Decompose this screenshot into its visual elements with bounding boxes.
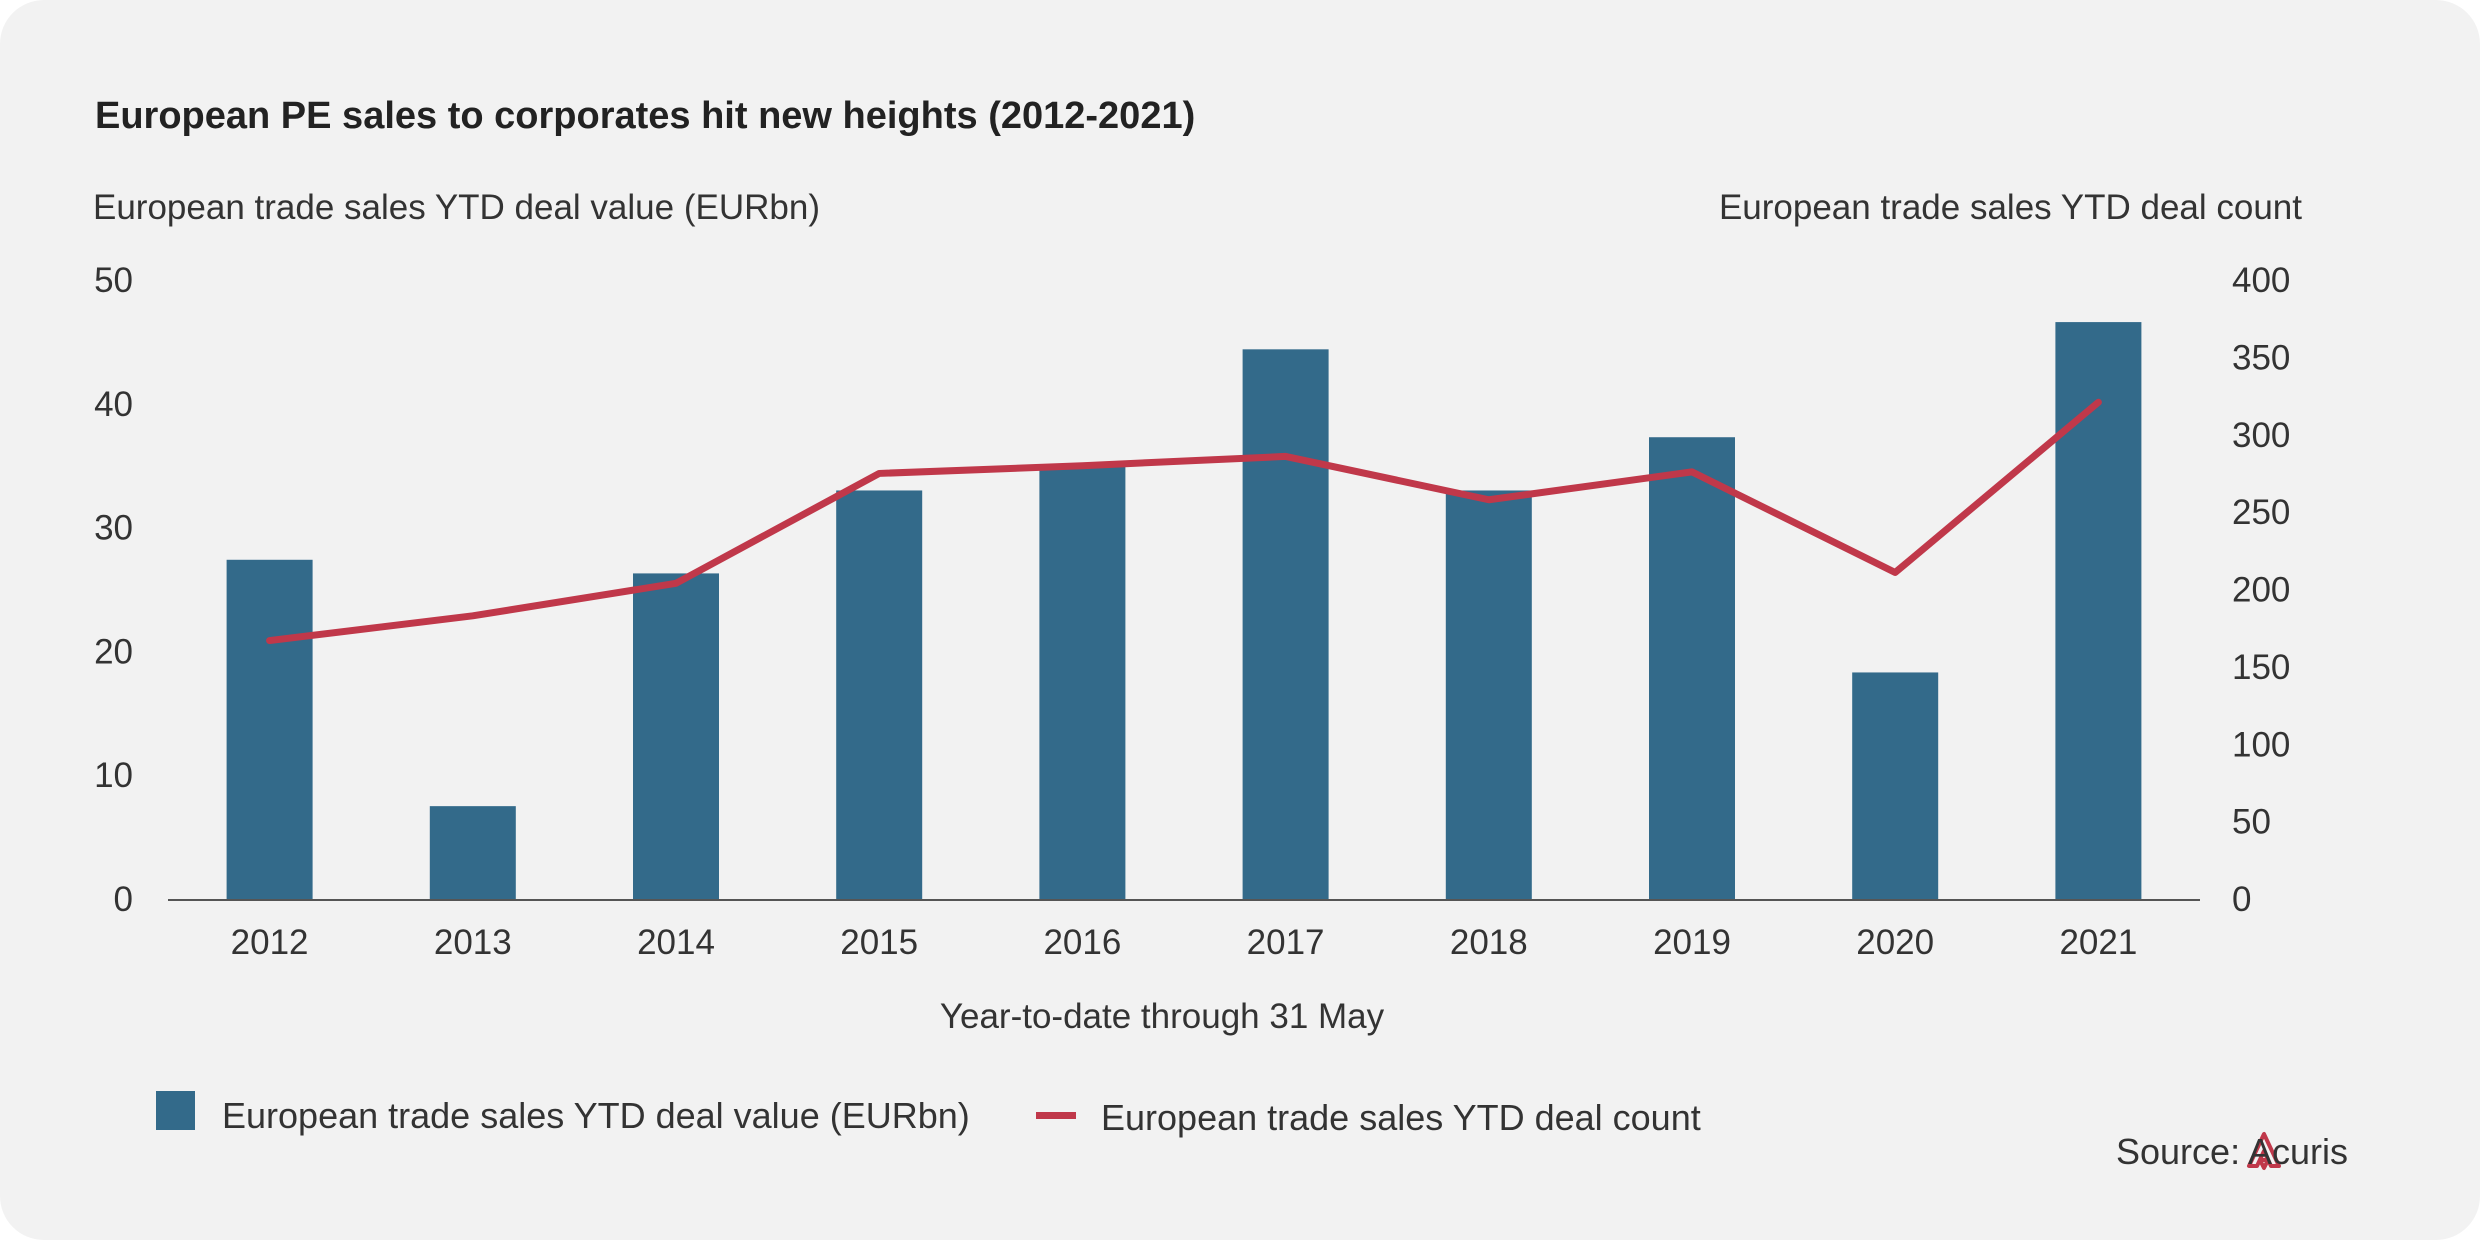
bar-2019 — [1649, 437, 1735, 899]
y-right-tick-label-400: 400 — [2232, 261, 2290, 300]
source-label: Source: — [2116, 1131, 2240, 1172]
x-tick-label-2019: 2019 — [1653, 923, 1731, 962]
y-left-axis-ticks: 0 10 20 30 40 50 — [94, 261, 133, 919]
line-point-2020 — [1894, 571, 1896, 573]
legend-swatch-line — [1036, 1112, 1076, 1119]
bar-2013 — [429, 806, 516, 899]
x-axis-title: Year-to-date through 31 May — [940, 997, 1385, 1036]
x-tick-label-2018: 2018 — [1450, 923, 1528, 962]
y-right-tick-label-200: 200 — [2232, 571, 2290, 610]
y-right-tick-label-300: 300 — [2232, 416, 2290, 455]
line-point-2015 — [878, 472, 880, 474]
bar-2020 — [1852, 672, 1939, 899]
chart-title: European PE sales to corporates hit new … — [95, 95, 1195, 137]
legend-label-line: European trade sales YTD deal count — [1101, 1097, 1701, 1138]
y-right-tick-label-50: 50 — [2232, 803, 2271, 842]
y-right-tick-label-0: 0 — [2232, 880, 2251, 919]
x-tick-label-2012: 2012 — [231, 923, 309, 962]
x-tick-label-2015: 2015 — [840, 923, 918, 962]
line-point-2017 — [1285, 455, 1287, 457]
source: Source: Acuris — [2116, 1131, 2348, 1172]
x-tick-label-2016: 2016 — [1043, 923, 1121, 962]
line-series — [266, 398, 2102, 645]
y-right-axis-title: European trade sales YTD deal count — [1719, 188, 2302, 227]
y-left-tick-label-0: 0 — [114, 880, 133, 919]
y-right-tick-label-350: 350 — [2232, 338, 2290, 377]
x-tick-label-2021: 2021 — [2059, 923, 2137, 962]
bar-series — [226, 322, 2142, 899]
y-right-tick-label-100: 100 — [2232, 725, 2290, 764]
line-point-2021 — [2097, 401, 2099, 403]
y-left-tick-label-30: 30 — [94, 509, 133, 548]
deal-count-line — [266, 398, 2102, 645]
line-point-2013 — [472, 615, 474, 617]
legend-swatch-bar — [156, 1091, 195, 1130]
legend-label-bar: European trade sales YTD deal value (EUR… — [222, 1095, 970, 1136]
x-tick-label-2014: 2014 — [637, 923, 715, 962]
acuris-logo-icon — [2247, 1132, 2281, 1170]
bar-2014 — [633, 573, 719, 899]
y-left-tick-label-20: 20 — [94, 632, 133, 671]
bar-2015 — [836, 490, 923, 899]
y-left-axis-title: European trade sales YTD deal value (EUR… — [93, 188, 820, 227]
bar-2012 — [226, 559, 313, 899]
x-tick-label-2017: 2017 — [1247, 923, 1325, 962]
bar-2016 — [1039, 464, 1126, 899]
bar-2017 — [1242, 349, 1329, 899]
line-point-2016 — [1081, 465, 1083, 467]
y-left-tick-label-50: 50 — [94, 261, 133, 300]
line-point-2012 — [269, 640, 271, 642]
x-axis-ticks: 2012 2013 2014 2015 2016 2017 2018 2019 2020 2021 — [231, 923, 2138, 962]
y-left-tick-label-10: 10 — [94, 756, 133, 795]
legend: European trade sales YTD deal value (EUR… — [156, 1091, 1701, 1138]
line-point-2018 — [1488, 499, 1490, 501]
bar-2021 — [2055, 322, 2142, 899]
x-tick-label-2020: 2020 — [1856, 923, 1934, 962]
line-point-2014 — [675, 582, 677, 584]
source-brand: Acuris — [2248, 1131, 2348, 1172]
y-right-axis-ticks: 0 50 100 150 200 250 300 350 400 — [2232, 261, 2290, 919]
y-left-tick-label-40: 40 — [94, 385, 133, 424]
line-point-2019 — [1691, 471, 1693, 473]
bar-2018 — [1445, 490, 1532, 899]
y-right-tick-label-150: 150 — [2232, 648, 2290, 687]
y-right-tick-label-250: 250 — [2232, 493, 2290, 532]
x-tick-label-2013: 2013 — [434, 923, 512, 962]
